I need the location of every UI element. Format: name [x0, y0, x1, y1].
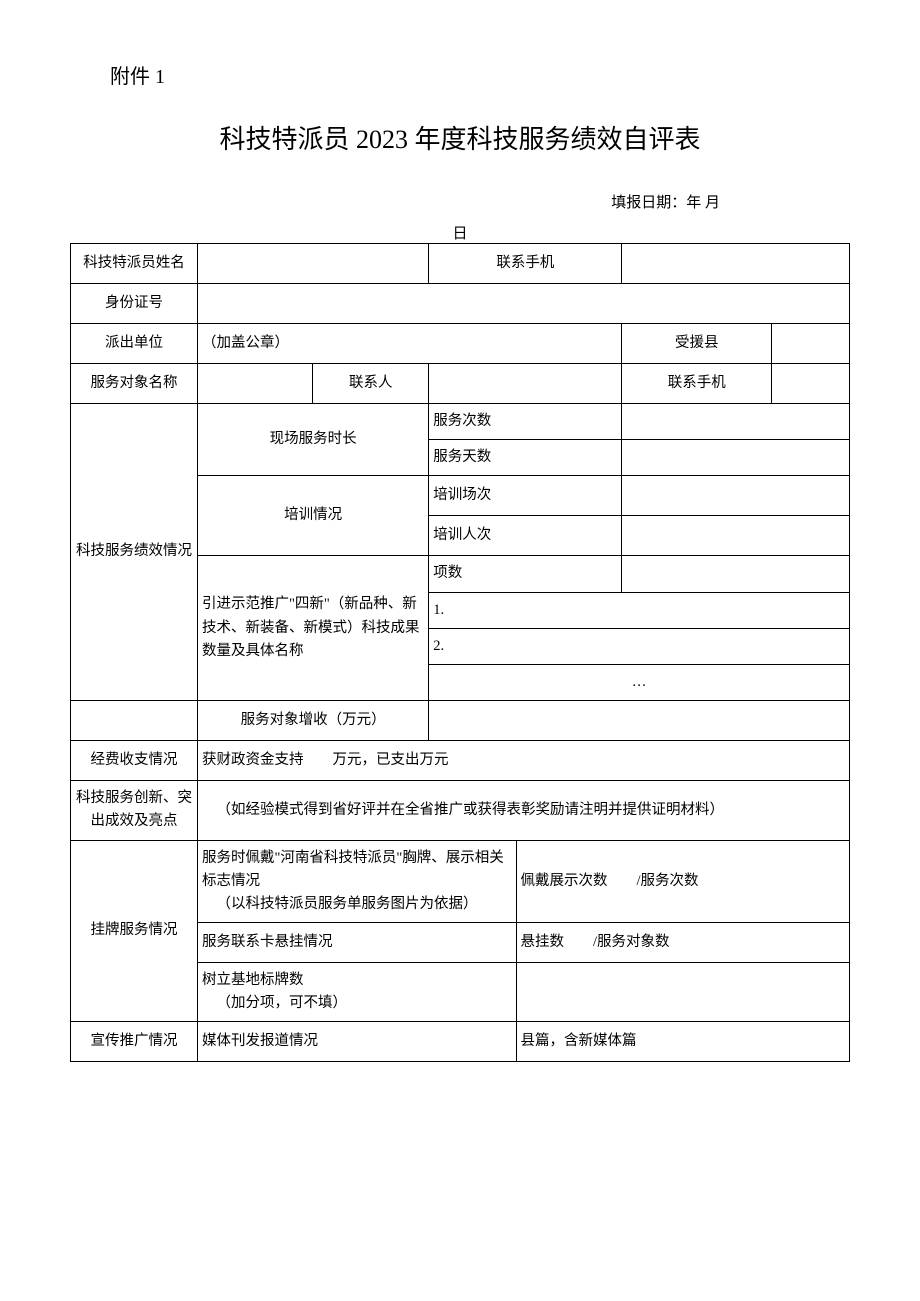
- report-date-line: 填报日期：年 月: [70, 191, 720, 212]
- label-training: 培训情况: [197, 476, 428, 556]
- label-income-increase: 服务对象增收（万元）: [197, 701, 428, 741]
- label-badge-desc: 服务时佩戴"河南省科技特派员"胸牌、展示相关标志情况 （以科技特派员服务单服务图…: [197, 840, 516, 923]
- field-income-increase[interactable]: [429, 701, 850, 741]
- label-aided-county: 受援县: [622, 324, 772, 364]
- field-hang-count[interactable]: 悬挂数 /服务对象数: [516, 923, 849, 963]
- label-item-count: 项数: [429, 556, 622, 592]
- field-item-count[interactable]: [622, 556, 850, 592]
- label-service-target: 服务对象名称: [71, 364, 198, 404]
- label-training-people: 培训人次: [429, 516, 622, 556]
- report-day-char: 日: [70, 222, 850, 243]
- attachment-label: 附件 1: [110, 60, 850, 89]
- field-training-people[interactable]: [622, 516, 850, 556]
- label-dispatch-unit: 派出单位: [71, 324, 198, 364]
- field-phone[interactable]: [622, 244, 850, 284]
- label-base-sign: 树立基地标牌数 （加分项，可不填）: [197, 963, 516, 1022]
- field-base-sign[interactable]: [516, 963, 849, 1022]
- field-training-sessions[interactable]: [622, 476, 850, 516]
- field-media-count[interactable]: 县篇，含新媒体篇: [516, 1022, 849, 1062]
- page-title: 科技特派员 2023 年度科技服务绩效自评表: [70, 119, 850, 156]
- label-service-days: 服务天数: [429, 440, 622, 476]
- field-name[interactable]: [197, 244, 428, 284]
- field-badge-count[interactable]: 佩戴展示次数 /服务次数: [516, 840, 849, 923]
- evaluation-form-table: 科技特派员姓名 联系手机 身份证号 派出单位 （加盖公章） 受援县 服务对象名称…: [70, 243, 850, 1062]
- label-name: 科技特派员姓名: [71, 244, 198, 284]
- field-aided-county[interactable]: [772, 324, 850, 364]
- label-perf-section-cont: [71, 701, 198, 741]
- field-item-1[interactable]: 1.: [429, 592, 850, 628]
- field-innovation-text[interactable]: （如经验模式得到省好评并在全省推广或获得表彰奖励请注明并提供证明材料）: [197, 781, 849, 840]
- label-training-sessions: 培训场次: [429, 476, 622, 516]
- field-dispatch-unit[interactable]: （加盖公章）: [197, 324, 622, 364]
- field-item-more[interactable]: …: [429, 664, 850, 700]
- field-contact-person[interactable]: [429, 364, 622, 404]
- label-idno: 身份证号: [71, 284, 198, 324]
- label-phone: 联系手机: [429, 244, 622, 284]
- label-four-new: 引进示范推广"四新"（新品种、新技术、新装备、新模式）科技成果数量及具体名称: [197, 556, 428, 701]
- label-perf-section: 科技服务绩效情况: [71, 404, 198, 701]
- field-service-days[interactable]: [622, 440, 850, 476]
- field-service-target[interactable]: [197, 364, 312, 404]
- label-hang-desc: 服务联系卡悬挂情况: [197, 923, 516, 963]
- label-media-desc: 媒体刊发报道情况: [197, 1022, 516, 1062]
- field-item-2[interactable]: 2.: [429, 628, 850, 664]
- label-service-count: 服务次数: [429, 404, 622, 440]
- label-promo-section: 宣传推广情况: [71, 1022, 198, 1062]
- label-contact-person: 联系人: [313, 364, 429, 404]
- label-onsite-duration: 现场服务时长: [197, 404, 428, 476]
- field-fund-text[interactable]: 获财政资金支持 万元，已支出万元: [197, 741, 849, 781]
- field-contact-phone[interactable]: [772, 364, 850, 404]
- label-badge-section: 挂牌服务情况: [71, 840, 198, 1022]
- label-contact-phone: 联系手机: [622, 364, 772, 404]
- label-innovation-section: 科技服务创新、突出成效及亮点: [71, 781, 198, 840]
- label-fund-section: 经费收支情况: [71, 741, 198, 781]
- field-service-count[interactable]: [622, 404, 850, 440]
- field-idno[interactable]: [197, 284, 849, 324]
